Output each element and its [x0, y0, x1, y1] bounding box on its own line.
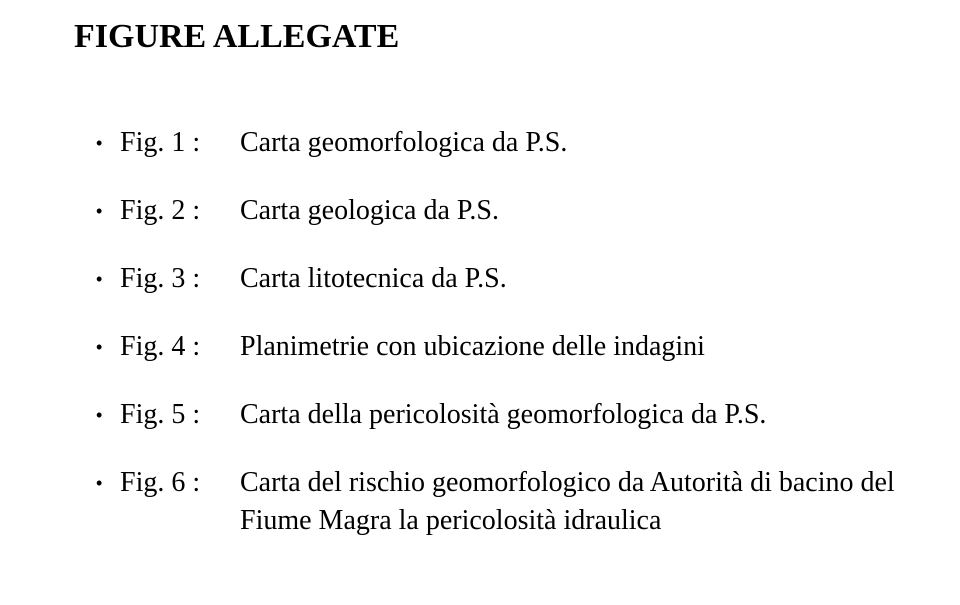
list-item: • Fig. 5 : Carta della pericolosità geom… [96, 396, 920, 434]
page-title: FIGURE ALLEGATE [74, 18, 920, 56]
list-item: • Fig. 4 : Planimetrie con ubicazione de… [96, 328, 920, 366]
figure-list: • Fig. 1 : Carta geomorfologica da P.S. … [74, 124, 920, 540]
figure-description: Carta litotecnica da P.S. [240, 260, 920, 298]
figure-description: Carta del rischio geomorfologico da Auto… [240, 464, 920, 540]
figure-label: Fig. 5 : [120, 396, 240, 434]
bullet-icon: • [96, 192, 120, 230]
list-item: • Fig. 1 : Carta geomorfologica da P.S. [96, 124, 920, 162]
figure-label: Fig. 1 : [120, 124, 240, 162]
figure-label: Fig. 6 : [120, 464, 240, 502]
figure-description: Carta della pericolosità geomorfologica … [240, 396, 920, 434]
list-item: • Fig. 2 : Carta geologica da P.S. [96, 192, 920, 230]
figure-label: Fig. 2 : [120, 192, 240, 230]
figure-description: Carta geomorfologica da P.S. [240, 124, 920, 162]
list-item: • Fig. 3 : Carta litotecnica da P.S. [96, 260, 920, 298]
document-page: FIGURE ALLEGATE • Fig. 1 : Carta geomorf… [0, 0, 960, 540]
figure-label: Fig. 3 : [120, 260, 240, 298]
bullet-icon: • [96, 124, 120, 162]
figure-description: Carta geologica da P.S. [240, 192, 920, 230]
list-item: • Fig. 6 : Carta del rischio geomorfolog… [96, 464, 920, 540]
bullet-icon: • [96, 260, 120, 298]
figure-label: Fig. 4 : [120, 328, 240, 366]
bullet-icon: • [96, 328, 120, 366]
bullet-icon: • [96, 396, 120, 434]
bullet-icon: • [96, 464, 120, 502]
figure-description: Planimetrie con ubicazione delle indagin… [240, 328, 920, 366]
